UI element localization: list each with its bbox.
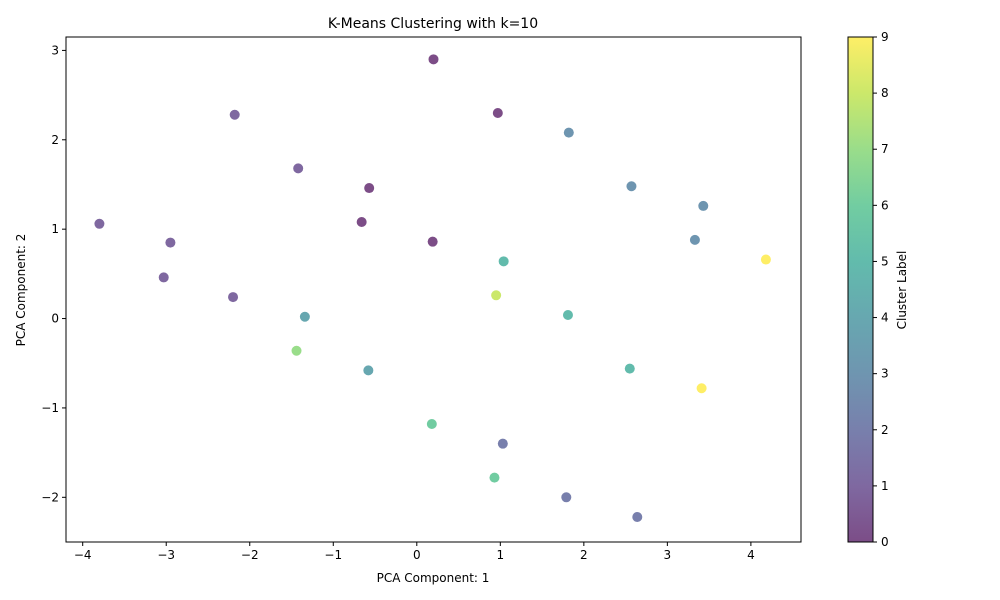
colorbar	[848, 37, 873, 542]
data-point	[562, 309, 573, 320]
data-point	[760, 254, 771, 265]
points-layer	[94, 54, 771, 522]
y-axis-label: PCA Component: 2	[14, 234, 28, 347]
colorbar-ticks: 0 1 2 3 4 5 6 7 8 9	[873, 30, 889, 549]
data-point	[228, 292, 239, 303]
x-tick-label: 4	[747, 548, 755, 562]
data-point	[158, 272, 169, 283]
data-point	[497, 438, 508, 449]
data-point	[626, 181, 637, 192]
data-point	[563, 127, 574, 138]
colorbar-tick-label: 1	[881, 479, 889, 493]
colorbar-tick-label: 8	[881, 86, 889, 100]
data-point	[696, 383, 707, 394]
colorbar-tick-label: 2	[881, 423, 889, 437]
data-point	[489, 472, 500, 483]
data-point	[689, 234, 700, 245]
colorbar-tick-label: 7	[881, 142, 889, 156]
colorbar-tick-label: 0	[881, 535, 889, 549]
x-tick-label: 1	[496, 548, 504, 562]
data-point	[498, 256, 509, 267]
y-tick-label: 2	[51, 133, 59, 147]
data-point	[624, 363, 635, 374]
y-tick-label: 0	[51, 312, 59, 326]
colorbar-frame	[847, 36, 874, 543]
data-point	[491, 290, 502, 301]
data-point	[299, 311, 310, 322]
data-point	[698, 200, 709, 211]
x-tick-label: −4	[74, 548, 92, 562]
data-point	[293, 163, 304, 174]
data-point	[356, 217, 367, 228]
y-tick-label: −2	[41, 490, 59, 504]
data-point	[492, 107, 503, 118]
x-tick-label: 2	[580, 548, 588, 562]
x-tick-label: −1	[324, 548, 342, 562]
data-point	[632, 511, 643, 522]
data-point	[364, 183, 375, 194]
data-point	[428, 54, 439, 65]
data-point	[94, 218, 105, 229]
data-point	[561, 492, 572, 503]
data-point	[165, 237, 176, 248]
colorbar-tick-label: 5	[881, 254, 889, 268]
colorbar-tick-label: 4	[881, 311, 889, 325]
data-point	[291, 345, 302, 356]
colorbar-tick-label: 3	[881, 367, 889, 381]
x-tick-label: 0	[413, 548, 421, 562]
colorbar-tick-label: 9	[881, 30, 889, 44]
x-tick-label: −3	[157, 548, 175, 562]
y-axis: −2 −1 0 1 2 3	[41, 43, 66, 504]
y-tick-label: −1	[41, 401, 59, 415]
data-point	[426, 419, 437, 430]
y-tick-label: 1	[51, 222, 59, 236]
plot-frame	[65, 36, 802, 543]
x-axis: −4 −3 −2 −1 0 1 2 3 4	[74, 542, 755, 562]
colorbar-label: Cluster Label	[895, 251, 909, 330]
x-tick-label: −2	[241, 548, 259, 562]
x-axis-label: PCA Component: 1	[377, 571, 490, 585]
data-point	[427, 236, 438, 247]
y-tick-label: 3	[51, 43, 59, 57]
chart-title: K-Means Clustering with k=10	[328, 16, 538, 32]
data-point	[363, 365, 374, 376]
colorbar-tick-label: 6	[881, 198, 889, 212]
data-point	[229, 109, 240, 120]
x-tick-label: 3	[664, 548, 672, 562]
